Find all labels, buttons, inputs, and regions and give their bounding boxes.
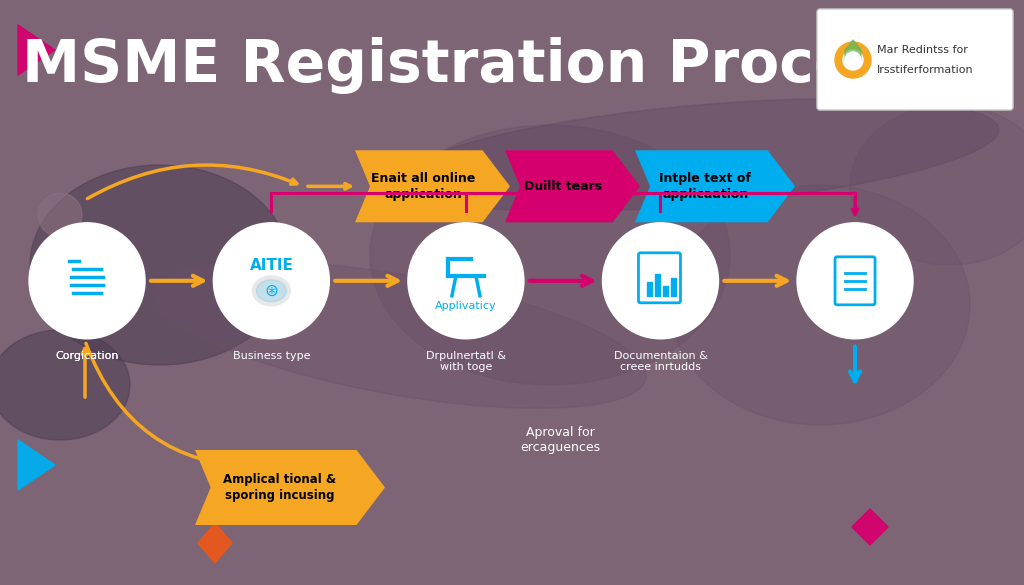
Ellipse shape [401, 99, 998, 211]
Circle shape [843, 50, 863, 70]
Circle shape [408, 223, 524, 339]
Polygon shape [852, 509, 888, 545]
Text: MSME Registration Process: MSME Registration Process [22, 37, 923, 94]
Circle shape [835, 42, 871, 78]
Circle shape [213, 223, 330, 339]
Text: Intple text of
applicaation: Intple text of applicaation [659, 172, 752, 201]
Circle shape [29, 223, 145, 339]
Bar [664, 286, 669, 296]
Circle shape [845, 52, 861, 68]
Circle shape [38, 193, 82, 237]
Text: Duillt tears: Duillt tears [524, 180, 602, 193]
Circle shape [602, 223, 719, 339]
Text: Amplical tional &
sporing incusing: Amplical tional & sporing incusing [223, 473, 337, 502]
FancyBboxPatch shape [817, 9, 1013, 110]
Polygon shape [18, 25, 55, 75]
Ellipse shape [670, 185, 970, 425]
Ellipse shape [370, 125, 730, 385]
Text: Documentaion &
creee inrtudds: Documentaion & creee inrtudds [613, 351, 708, 373]
Text: Mar Redintss for: Mar Redintss for [877, 45, 968, 55]
Polygon shape [195, 450, 385, 525]
Polygon shape [845, 40, 861, 67]
Ellipse shape [252, 276, 291, 306]
Text: ⊛: ⊛ [264, 282, 279, 300]
Text: Applivaticy: Applivaticy [435, 301, 497, 311]
FancyBboxPatch shape [639, 253, 681, 303]
Text: Irsstiferformation: Irsstiferformation [877, 65, 974, 75]
Polygon shape [635, 150, 795, 222]
Text: Drpulnertatl &
with toge: Drpulnertatl & with toge [426, 351, 506, 373]
Bar [647, 282, 652, 296]
Ellipse shape [850, 105, 1024, 265]
Text: Enait all online
application: Enait all online application [371, 172, 475, 201]
Ellipse shape [30, 165, 290, 365]
Bar [672, 278, 677, 296]
Text: AITIE: AITIE [250, 259, 293, 273]
Polygon shape [355, 150, 510, 222]
FancyBboxPatch shape [835, 257, 876, 305]
Text: Corgication: Corgication [55, 351, 119, 361]
Polygon shape [18, 440, 55, 490]
Polygon shape [198, 523, 232, 563]
Circle shape [797, 223, 913, 339]
Bar [655, 274, 660, 296]
Text: Business type: Business type [232, 351, 310, 361]
Text: Aproval for
ercaguences: Aproval for ercaguences [520, 426, 600, 454]
Text: Corgication: Corgication [55, 351, 119, 361]
Ellipse shape [0, 330, 130, 440]
Ellipse shape [256, 280, 287, 302]
Ellipse shape [154, 261, 646, 408]
Polygon shape [505, 150, 640, 222]
